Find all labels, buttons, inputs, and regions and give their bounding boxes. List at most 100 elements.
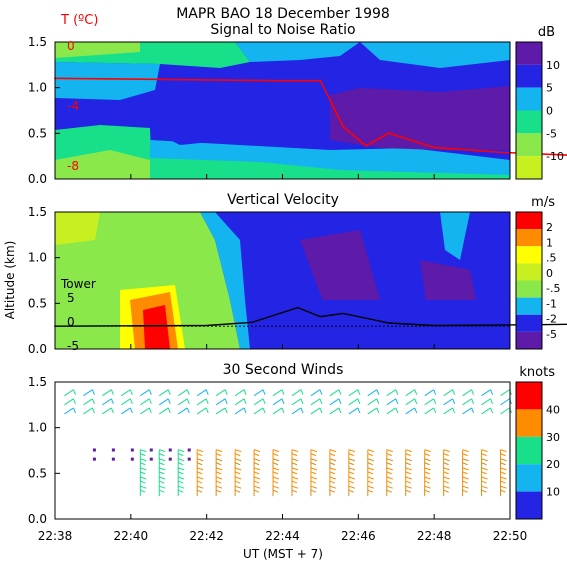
colorbar-tick-label: 20 (546, 458, 560, 471)
wind-barb-flag (367, 467, 374, 471)
wind-barb-flag (462, 471, 468, 475)
wind-barb-flag (386, 458, 393, 462)
wind-barb (140, 389, 150, 397)
wind-barb-flag (300, 407, 304, 414)
wind-barb-flag (424, 462, 430, 466)
wind-barb-flag (329, 480, 336, 484)
colorbar-swatch (516, 314, 542, 332)
wind-barb-flag (234, 449, 242, 453)
wind-barb-flag (424, 467, 431, 471)
wind-barb-flag (272, 480, 279, 484)
wind-barb-flag (500, 453, 506, 457)
wind-barb (121, 389, 131, 397)
wind-barb-flag (310, 471, 317, 475)
wind-barb (443, 398, 453, 406)
temperature-tick-label: -8 (67, 159, 79, 173)
wind-barb-flag (462, 467, 469, 471)
colorbar-swatch (516, 436, 542, 465)
wind-barb-flag (272, 471, 279, 475)
wind-barb-flag (215, 467, 223, 471)
wind-barb-flag (367, 458, 374, 462)
wind-barb-flag (500, 485, 507, 489)
wind-barb-flag (73, 407, 76, 414)
wind-barb-flag (462, 458, 469, 462)
wind-barb-flag (443, 489, 449, 493)
wind-barb-flag (348, 485, 356, 489)
wind-barb-flag (443, 485, 450, 489)
wind-barb (253, 398, 264, 406)
wind-barb-flag (386, 462, 392, 466)
wind-barb-flag (140, 458, 147, 462)
wind-barb-flag (329, 467, 337, 471)
wind-barb-flag (129, 398, 133, 405)
tower-tick-label: 0 (67, 315, 75, 329)
wind-barb-flag (159, 467, 166, 471)
wind-barb (158, 407, 169, 415)
wind-missing-marker (92, 457, 96, 461)
wind-barb-flag (481, 485, 488, 489)
wind-barb-flag (291, 458, 299, 462)
vv-yellowgreen (55, 212, 100, 245)
wind-barb-flag (310, 489, 317, 493)
wind-barb-flag (73, 389, 76, 395)
wind-barb-flag (481, 458, 488, 462)
x-tick-label: 22:50 (493, 529, 528, 543)
wind-barb-flag (386, 471, 392, 475)
wind-barb (102, 398, 112, 406)
wind-barb-flag (376, 398, 380, 405)
wind-barb (462, 389, 472, 397)
wind-barb-flag (414, 398, 418, 405)
colorbar-tick-label: 5 (546, 82, 553, 95)
wind-barb-flag (197, 462, 203, 466)
wind-barb-flag (443, 471, 449, 475)
wind-barb-flag (338, 398, 342, 405)
temperature-tick-label: 0 (67, 39, 75, 53)
panel-title: Signal to Noise Ratio (210, 22, 355, 38)
wind-barb (272, 407, 283, 415)
wind-barb-flag (357, 389, 361, 395)
wind-barb-flag (376, 407, 380, 414)
y-tick-label: 0.5 (28, 466, 47, 480)
colorbar-swatch (516, 42, 542, 65)
wind-barb-flag (140, 489, 146, 493)
wind-barb (121, 398, 131, 406)
wind-barb-flag (91, 389, 95, 395)
wind-barb (405, 398, 416, 406)
wind-barb-flag (224, 407, 228, 414)
wind-barb-flag (253, 480, 260, 484)
wind-barb-flag (348, 462, 355, 466)
wind-barb-flag (234, 453, 241, 457)
colorbar-unit: m/s (531, 195, 555, 210)
wind-barb-flag (424, 485, 431, 489)
wind-barb-flag (462, 480, 468, 484)
wind-barb-flag (215, 453, 222, 457)
wind-barb (177, 398, 188, 406)
wind-missing-marker (130, 457, 134, 461)
wind-barb-flag (471, 407, 475, 414)
wind-barb-flag (178, 449, 185, 453)
wind-barb (310, 389, 321, 397)
wind-barb (140, 407, 150, 415)
colorbar-swatch (516, 382, 542, 410)
wind-barb-flag (253, 467, 261, 471)
wind-missing-marker (168, 457, 172, 461)
wind-barb (234, 407, 245, 415)
wind-barb-flag (91, 407, 95, 414)
wind-barb-flag (186, 407, 190, 414)
wind-barb-flag (167, 389, 171, 395)
wind-barb-flag (234, 458, 242, 462)
wind-barb-flag (367, 480, 373, 484)
wind-barb-flag (405, 485, 412, 489)
wind-missing-marker (149, 448, 153, 452)
y-tick-label: 0.0 (28, 342, 47, 356)
wind-barb-flag (178, 480, 184, 484)
colorbar-tick-label: 0 (546, 267, 553, 280)
wind-barb (215, 407, 226, 415)
figure-title: MAPR BAO 18 December 1998 (176, 6, 390, 22)
wind-barb-flag (481, 489, 487, 493)
wind-barb (481, 389, 491, 397)
wind-barb-flag (405, 449, 412, 453)
wind-barb-flag (159, 485, 166, 489)
wind-barb-flag (405, 467, 412, 471)
